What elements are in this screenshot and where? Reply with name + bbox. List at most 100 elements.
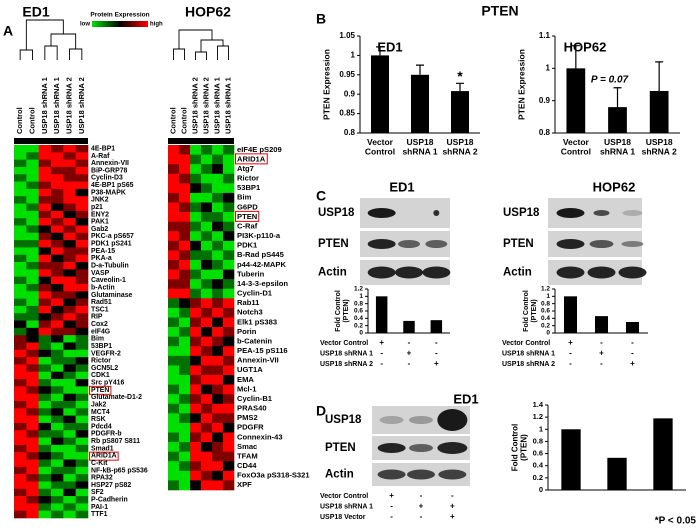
chart-title: HOP62 xyxy=(564,39,607,54)
heatmap-cell xyxy=(212,480,224,491)
heatmap-cell xyxy=(75,313,89,321)
heatmap-cell xyxy=(179,413,191,424)
heatmap-cell xyxy=(14,335,27,343)
row-label: PDK1 xyxy=(237,241,258,250)
text-line: Control xyxy=(365,147,395,157)
blot-band xyxy=(367,239,396,249)
heatmap-cell xyxy=(26,386,39,394)
row-label: EMA xyxy=(237,375,254,384)
heatmap-cell xyxy=(14,196,27,204)
heatmap-header xyxy=(168,138,234,144)
text-line: Fold Control xyxy=(335,290,342,332)
heatmap-cell xyxy=(38,459,52,468)
condition-sign: - xyxy=(631,349,634,358)
heatmap-cell xyxy=(223,422,235,433)
panel-label: C xyxy=(316,188,326,204)
text-line: Vector xyxy=(563,137,590,147)
heatmap-cell xyxy=(212,451,224,462)
heatmap-cell xyxy=(14,283,27,292)
heatmap-cell xyxy=(14,422,27,431)
blot-band xyxy=(556,239,585,249)
x-tick-label: Vector Control xyxy=(561,137,591,157)
y-tick-label: 0 xyxy=(546,330,550,337)
heatmap-cell xyxy=(75,444,89,453)
row-label: VASP xyxy=(91,270,110,277)
row-label: B-Rad pS445 xyxy=(237,250,285,259)
row-label: RPA32 xyxy=(91,475,113,482)
heatmap-cell xyxy=(179,422,191,433)
heatmap-cell xyxy=(190,145,202,155)
blot-band xyxy=(556,266,585,279)
blot-label: Actin xyxy=(318,267,347,279)
heatmap-cell xyxy=(190,470,202,481)
row-label: PKC-a pS657 xyxy=(91,233,134,240)
heatmap-cell xyxy=(14,305,27,314)
dendrogram-branch xyxy=(178,29,213,49)
row-label: b-Catenin xyxy=(237,336,272,345)
heatmap-cell xyxy=(26,159,39,168)
row-label: G6PD xyxy=(237,202,258,211)
heatmap-cell xyxy=(168,346,180,357)
heatmap-cell xyxy=(179,355,191,366)
heatmap-cell xyxy=(26,247,39,256)
dendrogram-branch xyxy=(173,48,185,60)
heatmap-cell xyxy=(63,444,76,453)
blot-band xyxy=(438,469,467,480)
heatmap-cell xyxy=(223,173,235,184)
row-label: P38-MAPK xyxy=(91,189,126,196)
y-tick-label: 0.9 xyxy=(344,89,356,98)
heatmap-cell xyxy=(201,403,213,414)
heatmap-cell xyxy=(75,408,89,416)
heatmap-cell xyxy=(51,188,64,197)
heatmap-cell xyxy=(26,298,39,307)
row-label: PAK1 xyxy=(91,219,109,226)
row-label: PEA-15 xyxy=(91,248,115,255)
heatmap-cell xyxy=(75,254,89,263)
row-label: Gab2 xyxy=(91,226,108,233)
heatmap-cell xyxy=(212,346,224,357)
heatmap-cell xyxy=(38,437,52,446)
row-label: p44-42-MAPK xyxy=(237,260,286,269)
row-label: Cyclin-D3 xyxy=(91,175,123,182)
condition-sign: + xyxy=(450,502,455,511)
heatmap-cell xyxy=(26,291,39,299)
heatmap-cell xyxy=(51,218,64,226)
heatmap-cell xyxy=(179,164,191,175)
heatmap-cell xyxy=(190,480,202,491)
column-label: USP18 shRNA 1 xyxy=(212,77,221,134)
heatmap-cell xyxy=(75,371,89,380)
heatmap-cell xyxy=(51,371,64,380)
heatmap-cell xyxy=(179,260,191,270)
row-label: Glutamate-D1-2 xyxy=(91,394,142,401)
heatmap-cell xyxy=(190,250,202,261)
condition-label: USP18 shRNA 2 xyxy=(502,361,555,368)
heatmap-cell xyxy=(63,393,76,402)
heatmap-cell xyxy=(63,240,76,248)
heatmap-cell xyxy=(38,357,52,365)
heatmap-cell xyxy=(223,480,235,491)
heatmap-cell xyxy=(201,422,213,433)
heatmap-cell xyxy=(223,260,235,270)
y-tick-label: 0.4 xyxy=(533,461,544,470)
heatmap-cell xyxy=(75,291,89,299)
heatmap-cell xyxy=(75,247,89,256)
heatmap-cell xyxy=(168,154,180,165)
heatmap-cell xyxy=(63,313,76,321)
heatmap-cell xyxy=(201,365,213,376)
blot-band xyxy=(425,240,448,248)
y-tick-label: 1.2 xyxy=(541,286,550,293)
x-tick-label: USP18 shRNA 1 xyxy=(600,137,635,157)
heatmap-cell xyxy=(14,342,27,351)
heatmap-cell xyxy=(201,480,213,491)
y-tick-label: 1 xyxy=(539,424,543,433)
condition-sign: - xyxy=(408,359,411,368)
heatmap-cell xyxy=(14,254,27,263)
heatmap-cell xyxy=(190,221,202,232)
heatmap-cell xyxy=(212,470,224,481)
heatmap-cell xyxy=(26,240,39,248)
heatmap-cell xyxy=(75,305,89,314)
condition-sign: + xyxy=(407,349,412,358)
heatmap-cell xyxy=(223,202,235,213)
text-line: USP18 xyxy=(407,137,434,147)
heatmap-cell xyxy=(51,291,64,299)
